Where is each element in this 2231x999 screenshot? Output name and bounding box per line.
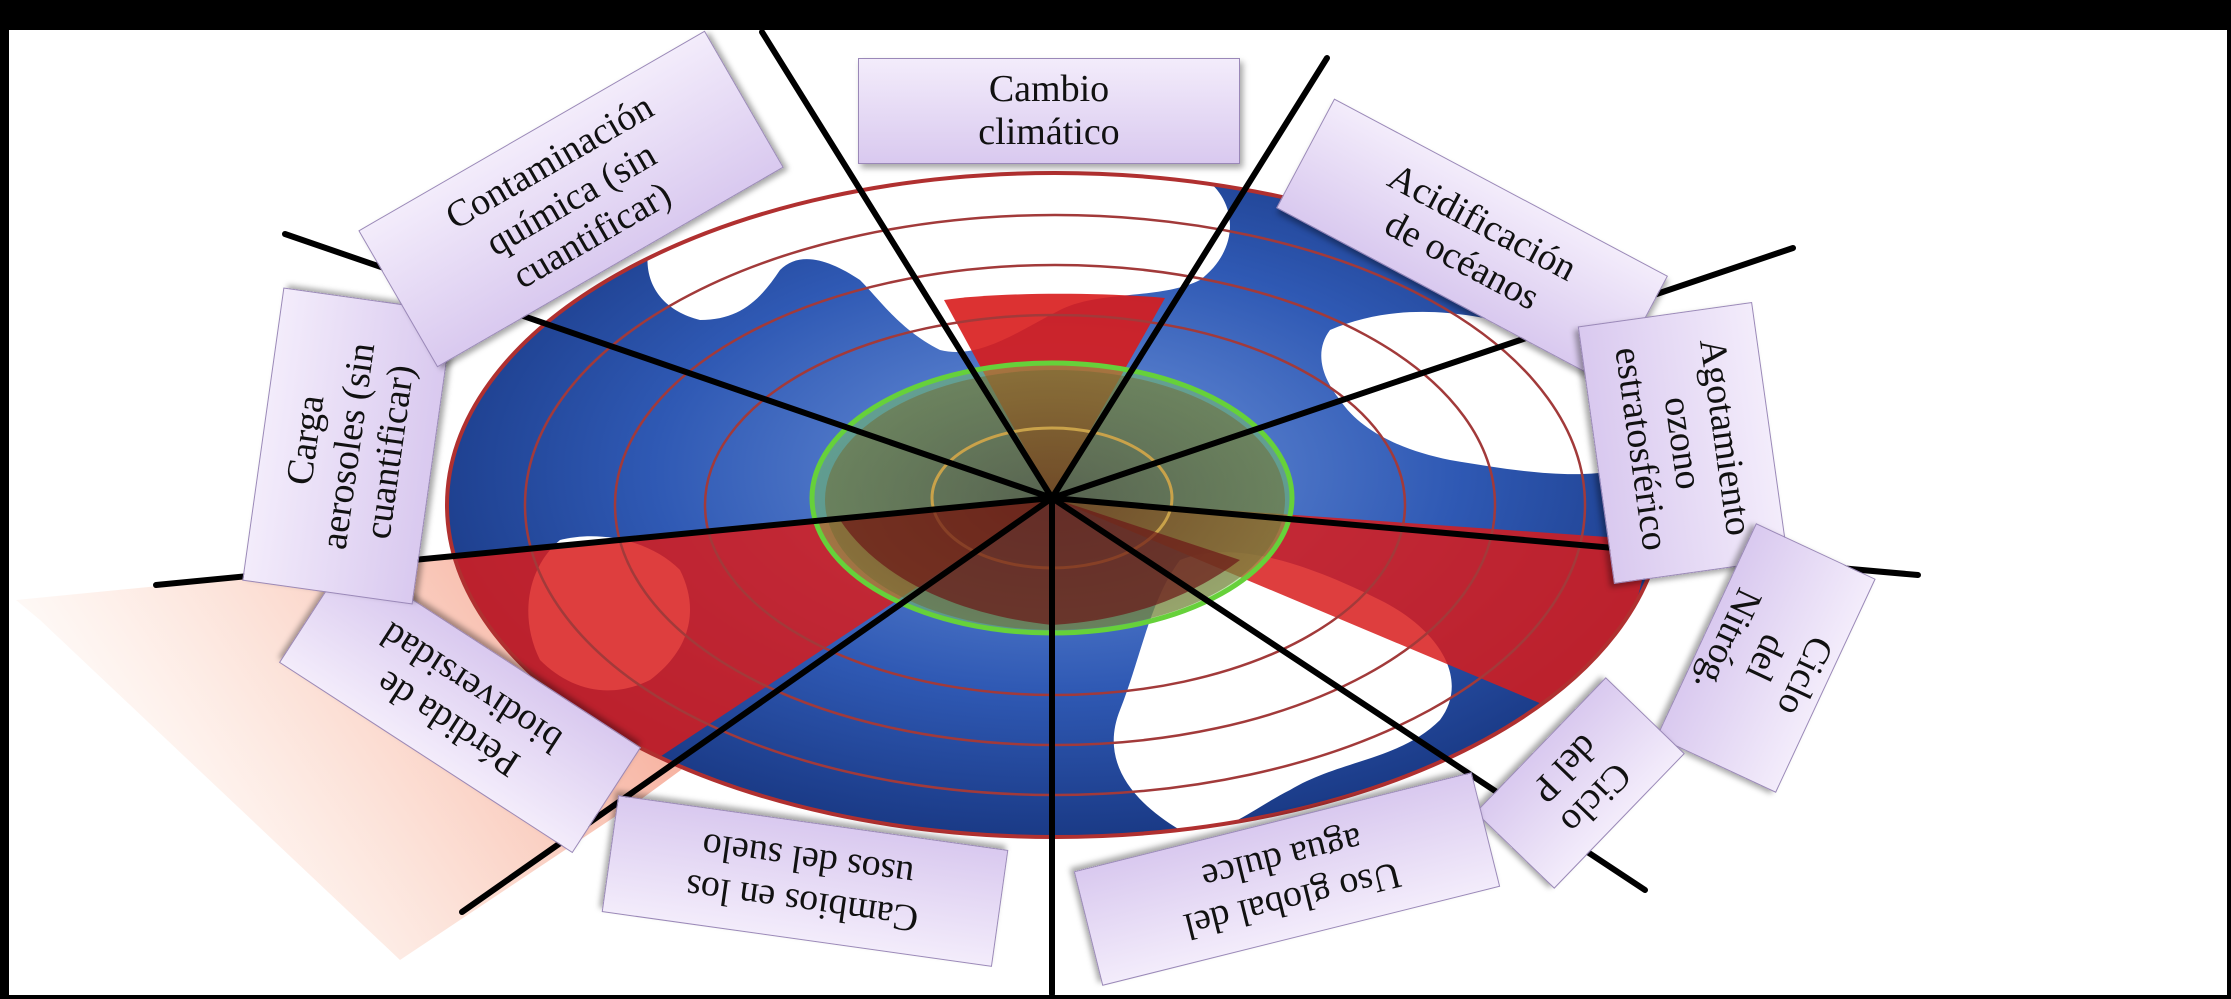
spoke-1	[759, 29, 1055, 501]
left-border	[0, 0, 9, 999]
north-america-land	[647, 173, 1230, 352]
spoke-3	[1049, 245, 1796, 501]
label-climate-change: Cambio climático	[858, 58, 1240, 164]
inner-overshoot-wedges	[840, 498, 1240, 625]
right-border	[2227, 0, 2231, 999]
spoke-2	[1049, 55, 1330, 501]
top-border	[0, 0, 2231, 30]
bottom-border	[0, 995, 2231, 999]
